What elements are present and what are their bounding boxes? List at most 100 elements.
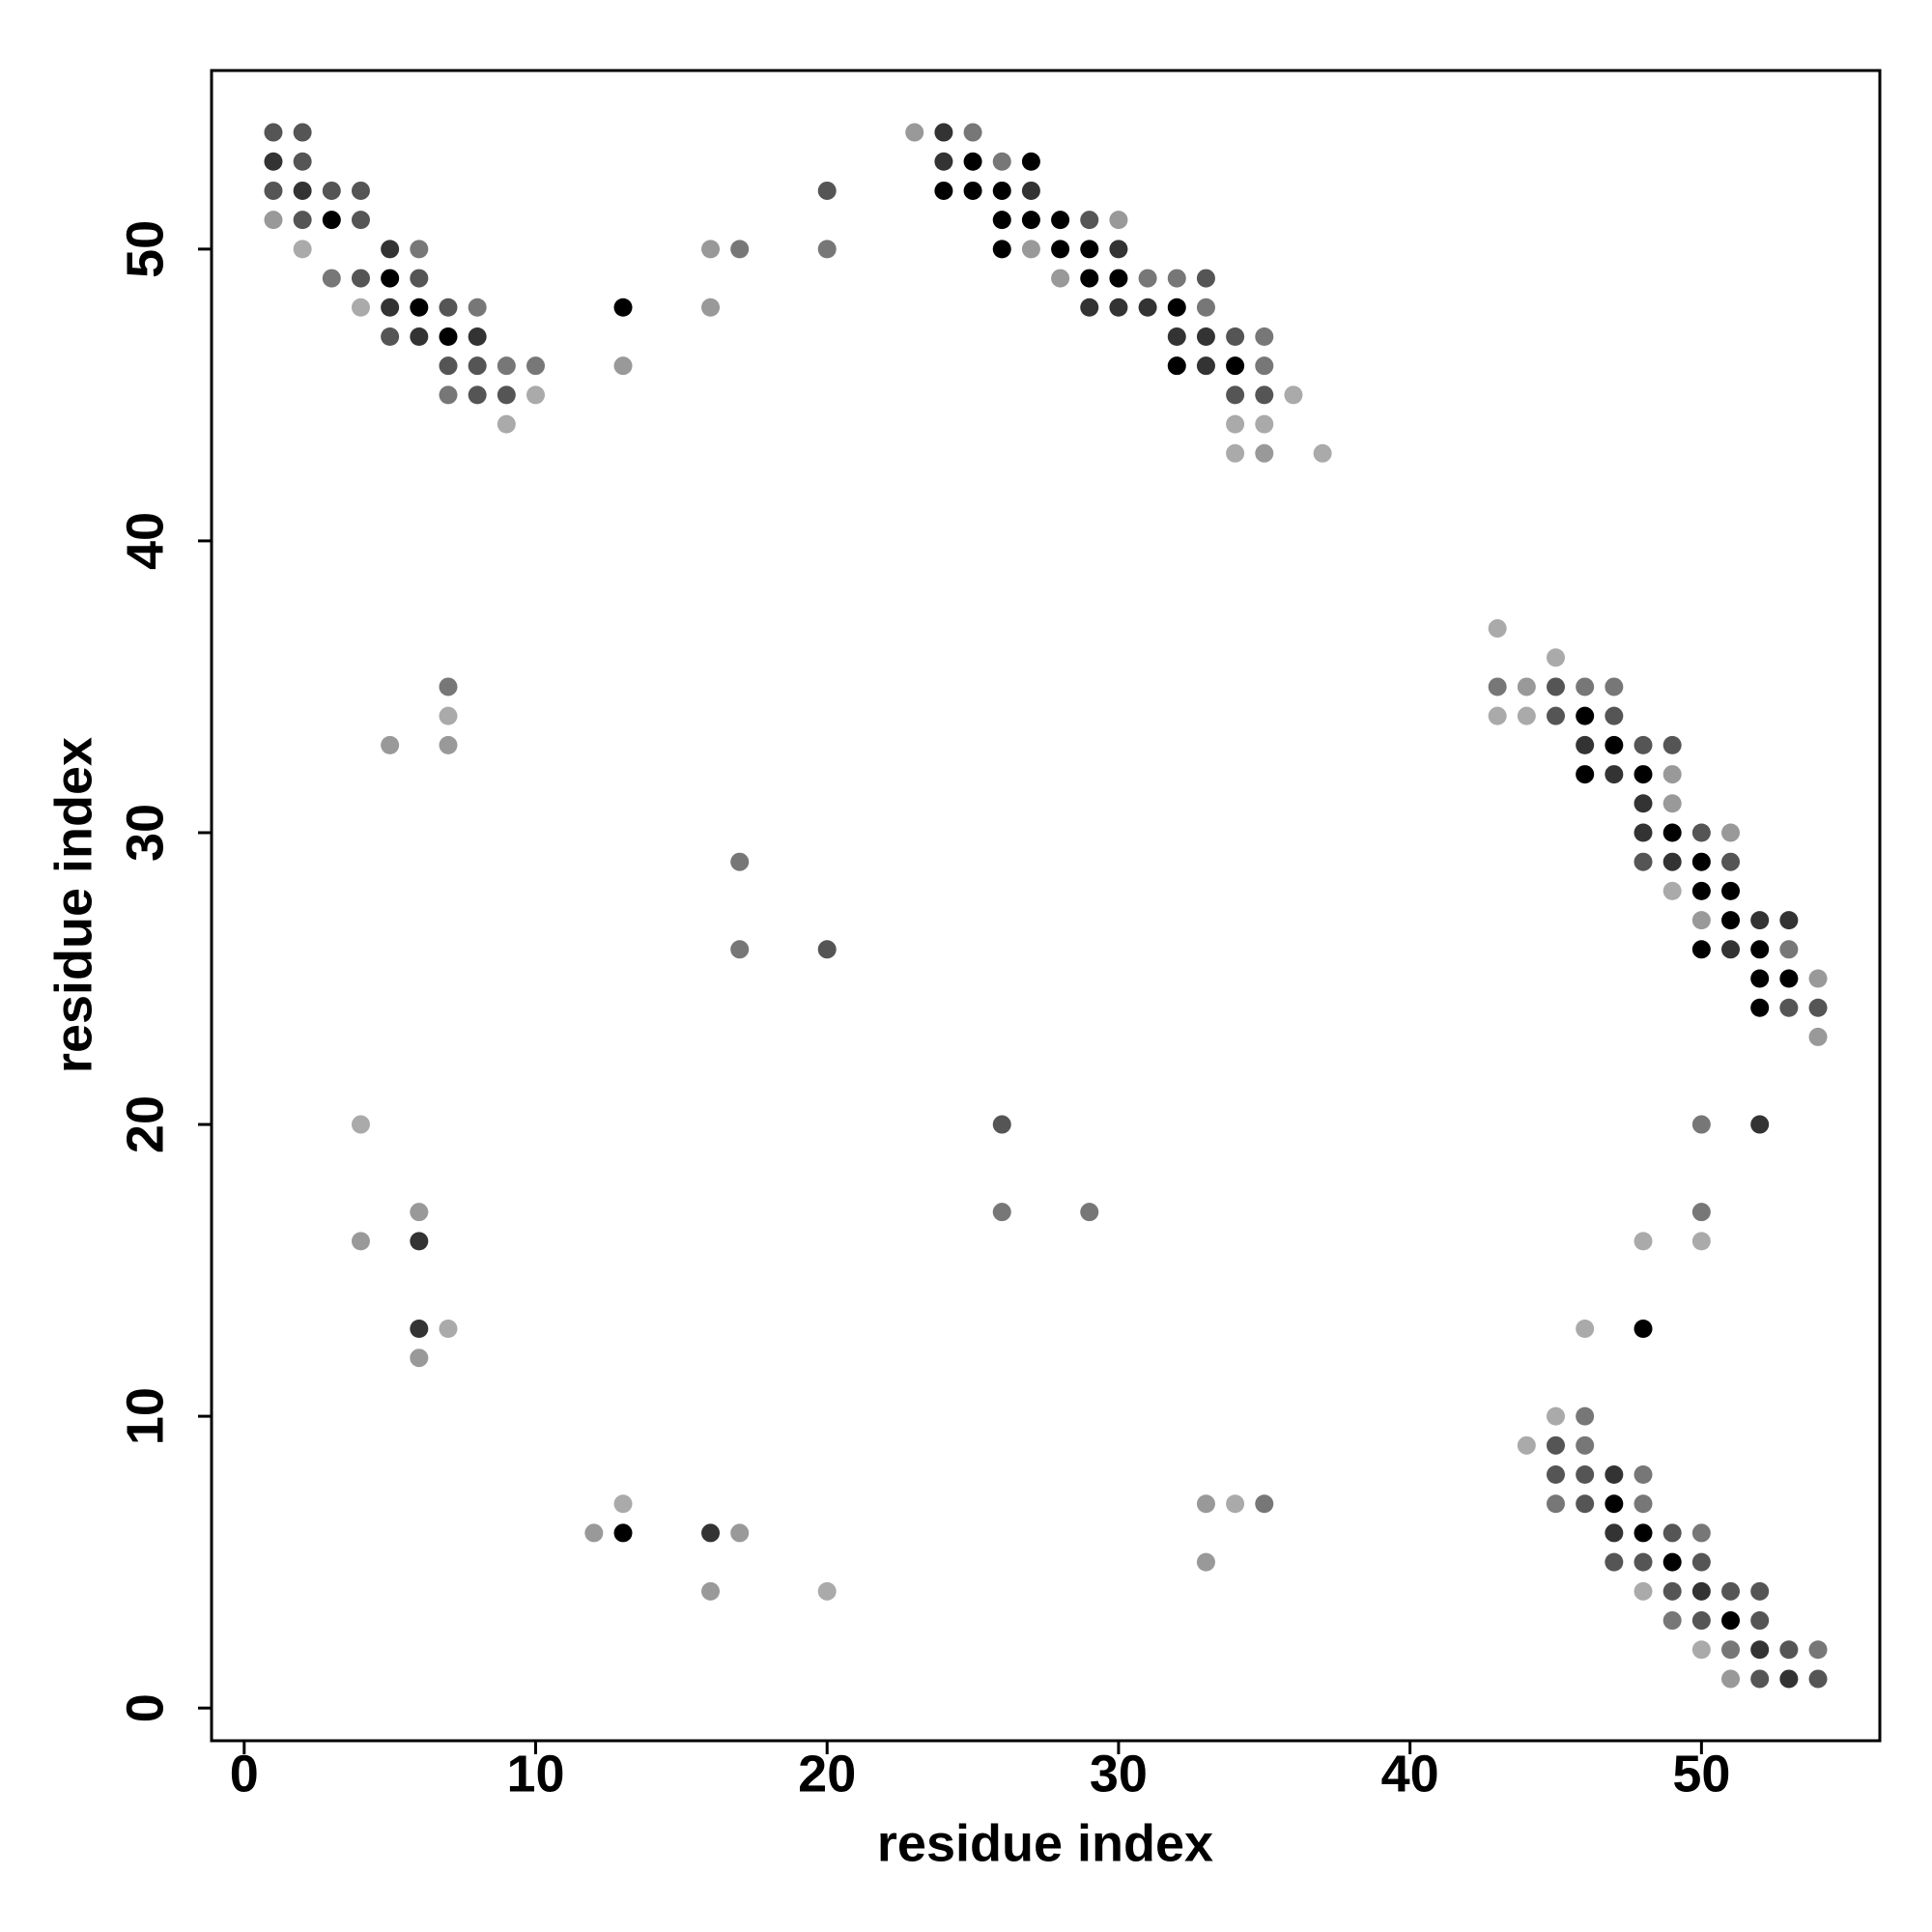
contact-point bbox=[351, 269, 370, 288]
contact-point bbox=[1662, 1552, 1682, 1572]
contact-point bbox=[1196, 327, 1215, 346]
contact-point bbox=[1750, 911, 1770, 930]
contact-point bbox=[1662, 852, 1682, 871]
contact-point bbox=[1634, 794, 1653, 813]
contact-point bbox=[992, 240, 1011, 259]
contact-point bbox=[817, 1581, 837, 1601]
contact-point bbox=[1662, 823, 1682, 842]
x-tick-label: 10 bbox=[506, 1745, 564, 1803]
contact-point bbox=[1634, 1232, 1653, 1251]
contact-point bbox=[1517, 677, 1536, 696]
contact-point bbox=[1517, 706, 1536, 725]
contact-point bbox=[1750, 1640, 1770, 1660]
x-tick-label: 50 bbox=[1672, 1745, 1730, 1803]
contact-point bbox=[410, 240, 429, 259]
contact-point bbox=[264, 123, 283, 142]
contact-point bbox=[322, 211, 341, 230]
contact-point bbox=[1721, 1581, 1741, 1601]
contact-point bbox=[817, 240, 837, 259]
contact-point bbox=[613, 1523, 633, 1543]
contact-point bbox=[293, 240, 312, 259]
contact-point bbox=[1691, 1232, 1711, 1251]
x-tick-label: 30 bbox=[1090, 1745, 1148, 1803]
contact-point bbox=[351, 1232, 370, 1251]
contact-point bbox=[1634, 765, 1653, 784]
plot-frame bbox=[210, 69, 1882, 1743]
contact-point bbox=[1576, 677, 1595, 696]
contact-point bbox=[992, 1203, 1011, 1222]
contact-point bbox=[293, 152, 312, 171]
y-tick-label: 40 bbox=[116, 512, 174, 570]
contact-point bbox=[293, 181, 312, 200]
contact-point bbox=[1226, 443, 1245, 463]
contact-point bbox=[1576, 735, 1595, 754]
contact-point bbox=[351, 298, 370, 317]
contact-point bbox=[293, 123, 312, 142]
contact-point bbox=[730, 240, 750, 259]
contact-point bbox=[1750, 969, 1770, 988]
contact-point bbox=[439, 1319, 458, 1338]
contact-point bbox=[1691, 1203, 1711, 1222]
contact-point bbox=[351, 211, 370, 230]
contact-point bbox=[1662, 1611, 1682, 1631]
contact-point bbox=[1546, 706, 1565, 725]
contact-point bbox=[1313, 443, 1332, 463]
contact-point bbox=[1721, 823, 1741, 842]
contact-point bbox=[1255, 414, 1274, 434]
contact-point bbox=[1808, 969, 1828, 988]
y-tick-label: 10 bbox=[116, 1387, 174, 1445]
contact-point bbox=[817, 181, 837, 200]
contact-point bbox=[439, 735, 458, 754]
contact-point bbox=[1605, 1523, 1624, 1543]
contact-point bbox=[1634, 1523, 1653, 1543]
contact-point bbox=[1576, 765, 1595, 784]
contact-point bbox=[1138, 298, 1157, 317]
contact-point bbox=[1721, 1640, 1741, 1660]
contact-point bbox=[1196, 356, 1215, 376]
contact-point bbox=[439, 327, 458, 346]
x-axis-label: residue index bbox=[877, 1814, 1213, 1872]
contact-point bbox=[1750, 940, 1770, 959]
contact-point bbox=[1662, 794, 1682, 813]
contact-point bbox=[264, 181, 283, 200]
contact-point bbox=[1605, 735, 1624, 754]
contact-point bbox=[1109, 211, 1128, 230]
contact-point bbox=[1167, 356, 1186, 376]
contact-point bbox=[1750, 1669, 1770, 1689]
contact-point bbox=[1576, 1465, 1595, 1485]
contact-point bbox=[381, 298, 400, 317]
contact-point bbox=[1167, 298, 1186, 317]
contact-point bbox=[526, 356, 546, 376]
contact-point bbox=[1080, 240, 1099, 259]
contact-point bbox=[1138, 269, 1157, 288]
contact-point bbox=[526, 385, 546, 405]
contact-point bbox=[381, 327, 400, 346]
contact-point bbox=[468, 356, 487, 376]
contact-point bbox=[381, 240, 400, 259]
contact-point bbox=[1255, 1494, 1274, 1514]
contact-point bbox=[992, 211, 1011, 230]
contact-point bbox=[1109, 240, 1128, 259]
contact-point bbox=[1021, 181, 1040, 200]
contact-point bbox=[701, 240, 721, 259]
contact-point bbox=[1196, 298, 1215, 317]
contact-point bbox=[934, 152, 953, 171]
contact-point bbox=[934, 181, 953, 200]
contact-point bbox=[1691, 1581, 1711, 1601]
contact-point bbox=[1779, 969, 1799, 988]
x-tick-label: 0 bbox=[230, 1745, 259, 1803]
contact-point bbox=[1634, 823, 1653, 842]
y-tick-label: 30 bbox=[116, 804, 174, 862]
contact-point bbox=[1721, 881, 1741, 900]
contact-point bbox=[1546, 1406, 1565, 1426]
contact-point bbox=[1196, 1552, 1215, 1572]
contact-point bbox=[1691, 1115, 1711, 1134]
contact-point bbox=[1634, 1319, 1653, 1338]
contact-point bbox=[1051, 269, 1070, 288]
contact-point bbox=[410, 269, 429, 288]
contact-point bbox=[1691, 1552, 1711, 1572]
contact-point bbox=[1691, 852, 1711, 871]
contact-point bbox=[1576, 1435, 1595, 1455]
contact-point bbox=[1080, 269, 1099, 288]
